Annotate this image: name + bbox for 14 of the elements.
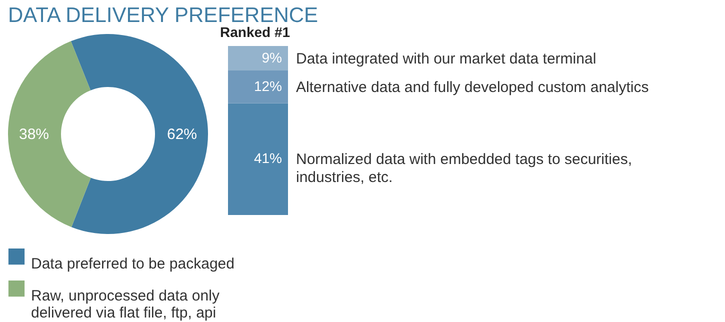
donut-slice <box>8 41 91 228</box>
data-label: 62% <box>166 126 198 143</box>
legend-label: Raw, unprocessed data only delivered via flat file, ftp, api <box>31 288 220 322</box>
series-label: Normalized data with embedded tags to securities, industries, etc. <box>296 151 632 186</box>
data-label: 41% <box>254 150 282 166</box>
chart-title: Ranked #1 <box>220 24 290 40</box>
data-label: 12% <box>254 78 282 94</box>
chart-title: DATA DELIVERY PREFERENCE <box>8 4 318 27</box>
data-label: 9% <box>262 49 282 66</box>
data-label: 38% <box>18 126 50 144</box>
series-label: Data integrated with our market data terminal <box>296 50 596 68</box>
legend-label: Data preferred to be packaged <box>31 256 234 272</box>
series-label: Alternative data and fully developed custom analytics <box>296 78 649 96</box>
donut-slice <box>70 34 208 234</box>
